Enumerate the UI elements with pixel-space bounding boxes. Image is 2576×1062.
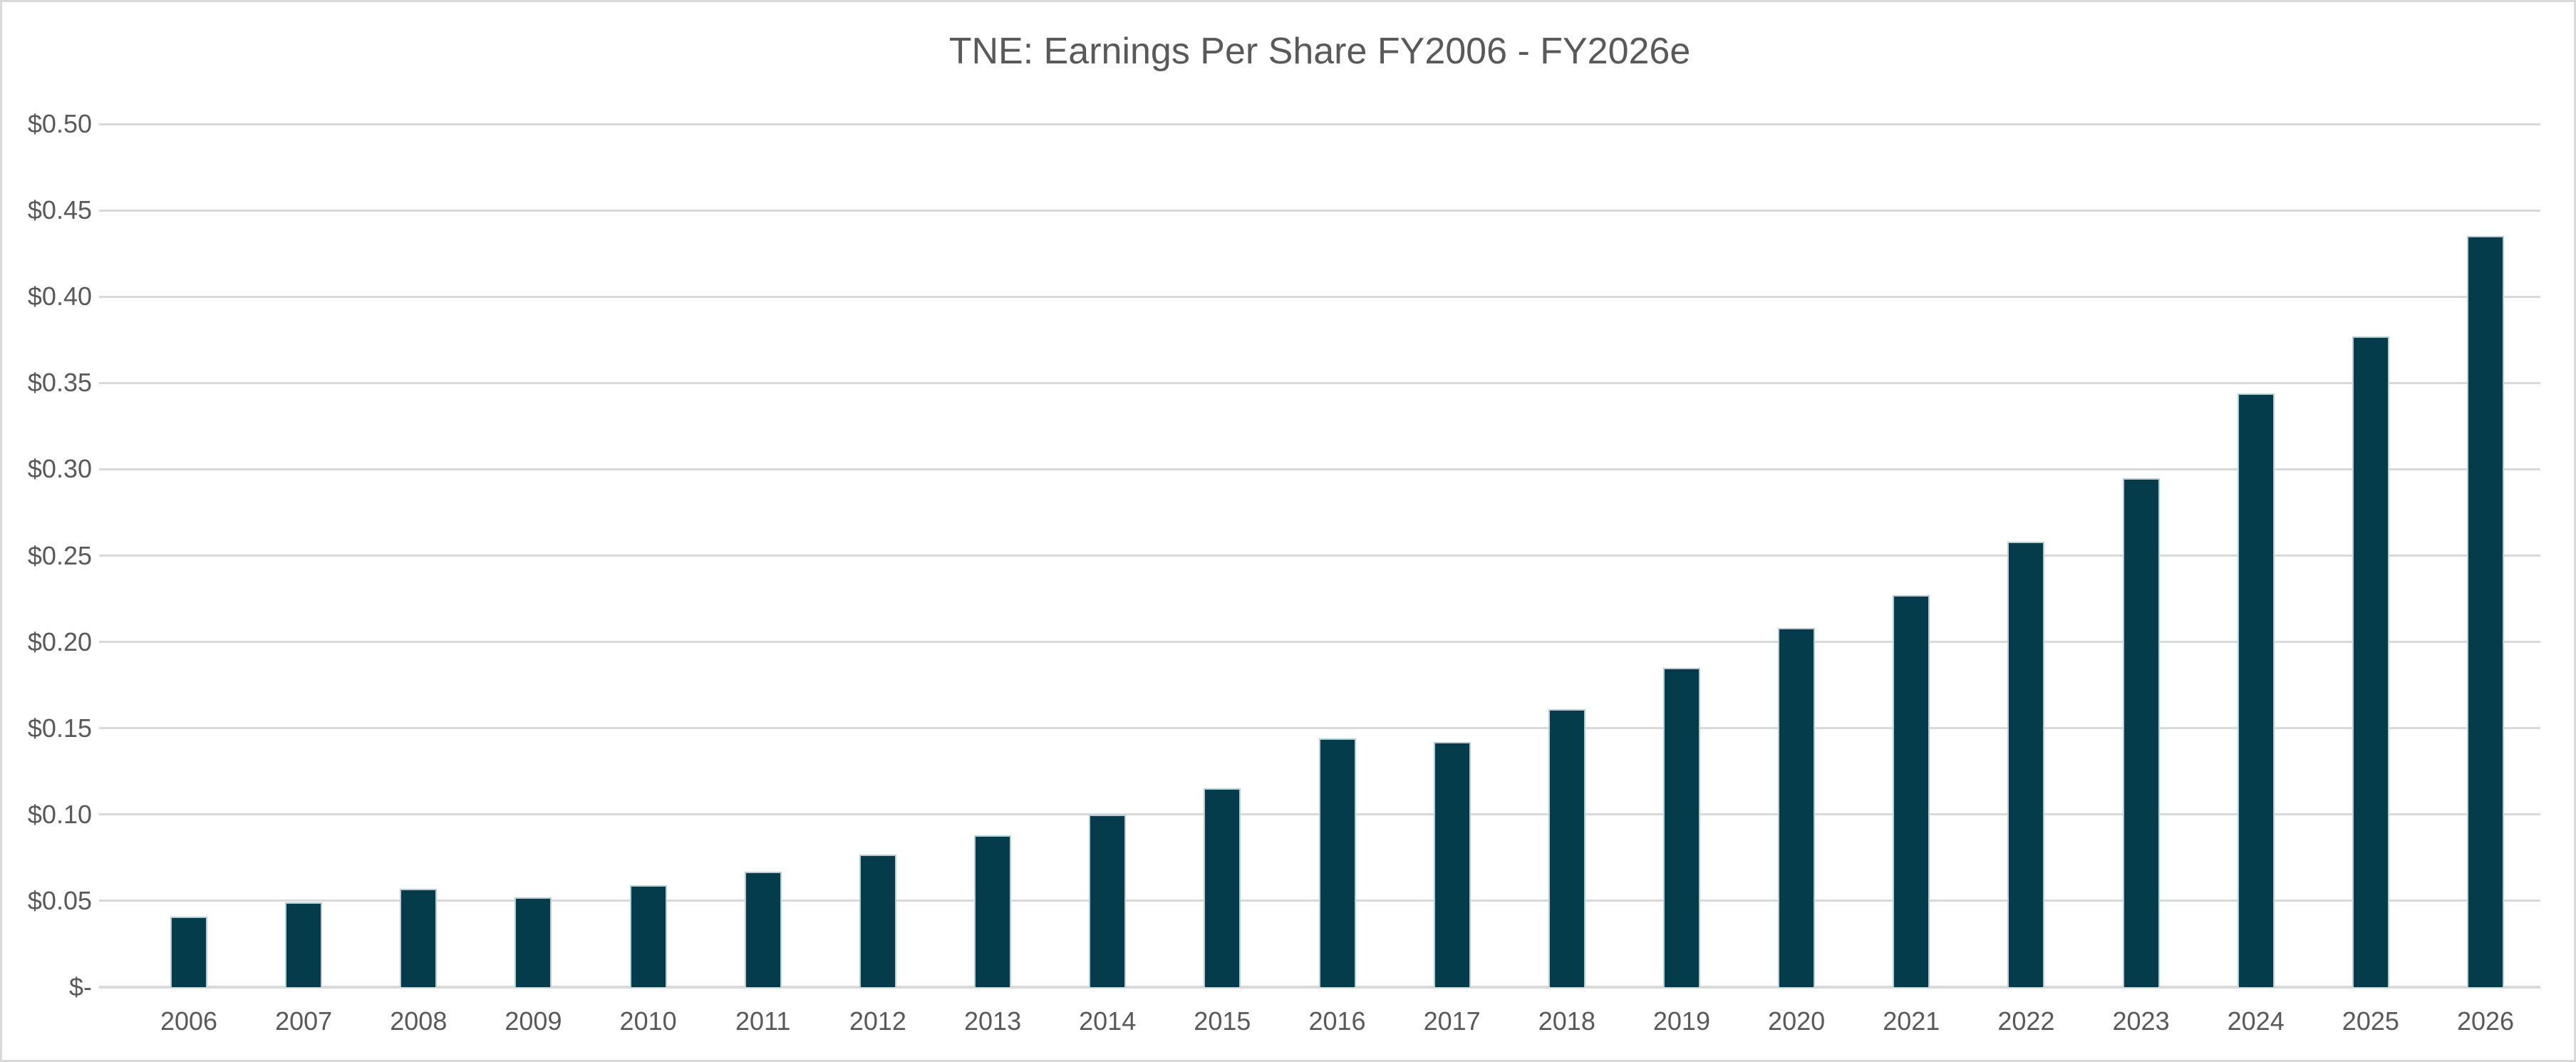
gridline <box>99 209 2540 212</box>
y-axis-tick-label: $0.40 <box>27 282 92 311</box>
bar-2024 <box>2237 393 2275 987</box>
x-axis-tick-label-2020: 2020 <box>1768 1006 1826 1036</box>
y-axis-tick-label: $0.20 <box>27 627 92 656</box>
bar-2015 <box>1204 788 1241 987</box>
bar-2008 <box>400 888 438 987</box>
gridline <box>99 727 2540 730</box>
bar-2014 <box>1089 814 1127 987</box>
x-axis-tick-label-2006: 2006 <box>160 1006 218 1036</box>
x-axis-tick-label-2012: 2012 <box>849 1006 906 1036</box>
y-axis-tick-label: $0.50 <box>27 109 92 138</box>
x-axis-tick-label-2022: 2022 <box>1997 1006 2055 1036</box>
bar-2025 <box>2352 336 2389 987</box>
bar-2013 <box>974 835 1012 987</box>
x-axis-tick-label-2007: 2007 <box>275 1006 333 1036</box>
gridline <box>99 123 2540 125</box>
y-axis-tick-label: $0.30 <box>27 454 92 484</box>
y-axis-tick-label: $0.25 <box>27 540 92 570</box>
bar-2017 <box>1433 742 1471 987</box>
x-axis-tick-label-2014: 2014 <box>1079 1006 1137 1036</box>
gridline <box>99 295 2540 298</box>
chart-title: TNE: Earnings Per Share FY2006 - FY2026e <box>948 31 1691 72</box>
x-axis-tick-label-2015: 2015 <box>1194 1006 1251 1036</box>
gridline <box>99 555 2540 557</box>
x-axis-tick-label-2019: 2019 <box>1652 1006 1710 1036</box>
x-axis-tick-label-2021: 2021 <box>1883 1006 1940 1036</box>
gridline <box>99 381 2540 384</box>
bar-2016 <box>1318 738 1356 987</box>
x-axis-line <box>99 986 2540 989</box>
bar-2011 <box>744 871 782 987</box>
bar-2018 <box>1548 709 1586 987</box>
y-axis-tick-label: $0.10 <box>27 799 92 829</box>
bar-2020 <box>1778 628 1816 987</box>
bar-2007 <box>285 902 323 987</box>
x-axis-tick-label-2016: 2016 <box>1308 1006 1366 1036</box>
x-axis-tick-label-2025: 2025 <box>2342 1006 2399 1036</box>
bar-2019 <box>1662 667 1700 987</box>
x-axis-tick-label-2024: 2024 <box>2227 1006 2285 1036</box>
x-axis-tick-label-2009: 2009 <box>505 1006 562 1036</box>
y-axis-tick-label: $0.45 <box>27 195 92 225</box>
bar-2009 <box>514 897 552 987</box>
y-axis-tick-label: $0.35 <box>27 368 92 398</box>
x-axis-tick-label-2017: 2017 <box>1423 1006 1481 1036</box>
bar-2010 <box>629 885 667 987</box>
bar-2021 <box>1893 595 1930 987</box>
bar-2023 <box>2122 478 2160 987</box>
y-axis-tick-label: $0.15 <box>27 713 92 743</box>
bar-2012 <box>859 854 896 987</box>
gridline <box>99 641 2540 644</box>
x-axis-tick-label-2026: 2026 <box>2456 1006 2515 1036</box>
bar-2022 <box>2007 542 2045 987</box>
x-axis-tick-label-2008: 2008 <box>390 1006 448 1036</box>
gridline <box>99 468 2540 470</box>
x-axis-tick-label-2018: 2018 <box>1538 1006 1595 1036</box>
x-axis-tick-label-2023: 2023 <box>2112 1006 2170 1036</box>
x-axis-tick-label-2013: 2013 <box>964 1006 1022 1036</box>
x-axis-tick-label-2010: 2010 <box>619 1006 677 1036</box>
bar-2026 <box>2467 236 2504 987</box>
y-axis-tick-label: $- <box>68 972 92 1001</box>
y-axis-tick-label: $0.05 <box>27 885 92 915</box>
x-axis-tick-label-2011: 2011 <box>735 1006 791 1036</box>
bar-2006 <box>170 916 207 987</box>
